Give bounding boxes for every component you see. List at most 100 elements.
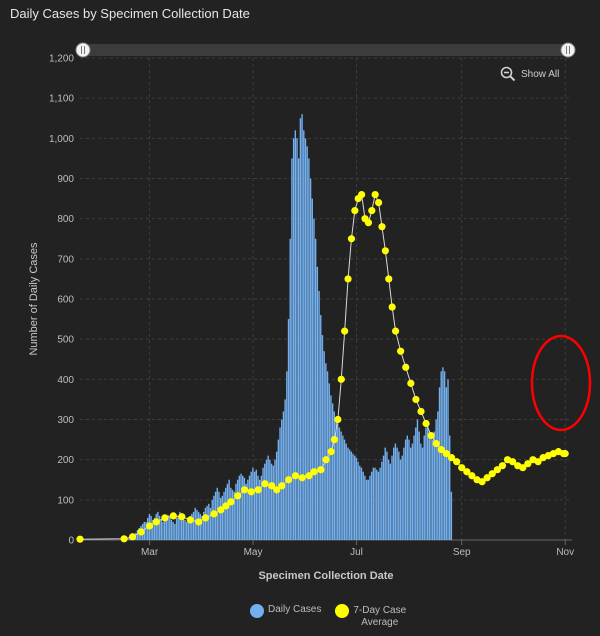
seven-day-average-point xyxy=(417,407,425,416)
daily-cases-bar xyxy=(264,463,266,540)
daily-cases-bar xyxy=(364,475,366,540)
daily-cases-bar xyxy=(182,517,185,540)
seven-day-average-point xyxy=(463,468,471,476)
legend-label-7day-line1: 7-Day Case xyxy=(353,605,407,616)
y-tick-label: 0 xyxy=(68,536,74,547)
seven-day-average-point xyxy=(169,512,177,520)
daily-cases-bar xyxy=(309,178,312,540)
daily-cases-bar xyxy=(136,529,139,540)
seven-day-average-point xyxy=(261,480,269,488)
daily-cases-bar xyxy=(321,335,324,540)
daily-cases-bar xyxy=(318,290,320,540)
range-slider-handle-right[interactable] xyxy=(560,42,576,58)
daily-cases-bar xyxy=(286,371,288,540)
daily-cases-bar xyxy=(428,431,431,540)
seven-day-average-point xyxy=(432,440,440,448)
daily-cases-bar xyxy=(294,130,297,541)
legend-label-7day-average: 7-Day Case Average xyxy=(353,605,406,629)
seven-day-average-point xyxy=(120,535,128,543)
seven-day-average-point xyxy=(524,460,532,468)
daily-cases-bar xyxy=(289,238,291,540)
seven-day-average-point xyxy=(201,514,210,522)
seven-day-average-point xyxy=(227,498,235,506)
daily-cases-bar xyxy=(398,451,400,540)
x-tick-label: Sep xyxy=(453,547,471,558)
daily-cases-bar xyxy=(270,463,273,540)
daily-cases-bar xyxy=(450,491,453,540)
daily-cases-bar xyxy=(362,471,364,540)
daily-cases-bar xyxy=(157,511,159,540)
seven-day-average-point xyxy=(397,347,405,355)
daily-cases-bar xyxy=(401,455,403,540)
daily-cases-bar xyxy=(206,505,208,540)
legend-item-daily-cases[interactable]: Daily Cases xyxy=(250,604,321,629)
seven-day-average-point xyxy=(509,458,517,466)
daily-cases-bar xyxy=(352,453,354,540)
annotation-ellipse xyxy=(530,334,592,432)
daily-cases-bar xyxy=(326,371,329,540)
daily-cases-bar xyxy=(311,198,313,541)
daily-cases-bar xyxy=(218,491,220,540)
y-tick-label: 100 xyxy=(57,495,74,506)
daily-cases-bar xyxy=(221,495,224,540)
daily-cases-bar xyxy=(226,483,229,540)
daily-cases-bar xyxy=(172,521,174,540)
x-tick-label: Nov xyxy=(556,547,574,558)
daily-cases-bar xyxy=(435,419,437,540)
daily-cases-bar xyxy=(213,495,215,540)
daily-cases-bar xyxy=(269,459,271,540)
legend-item-7day-average[interactable]: 7-Day Case Average xyxy=(335,604,406,629)
daily-cases-bar xyxy=(299,118,302,540)
daily-cases-bar xyxy=(357,461,359,540)
daily-cases-bar xyxy=(252,467,254,540)
daily-cases-bar xyxy=(426,423,429,540)
daily-cases-bar xyxy=(160,519,162,540)
seven-day-average-point xyxy=(493,466,501,474)
seven-day-average-point xyxy=(145,522,154,530)
y-tick-label: 1,100 xyxy=(49,94,74,105)
y-tick-label: 600 xyxy=(57,295,74,306)
daily-cases-bar xyxy=(250,471,252,540)
daily-cases-bar xyxy=(437,411,439,540)
daily-cases-bar xyxy=(343,439,346,540)
daily-cases-bar xyxy=(323,351,325,540)
daily-cases-bar xyxy=(281,419,283,540)
y-tick-label: 400 xyxy=(57,375,74,386)
seven-day-average-point xyxy=(381,247,389,255)
range-slider-handle-left[interactable] xyxy=(75,42,91,58)
seven-day-average-point xyxy=(412,395,420,404)
seven-day-average-point xyxy=(407,379,415,387)
daily-cases-bar xyxy=(372,467,375,540)
daily-cases-bar xyxy=(257,475,259,540)
show-all-button[interactable]: Show All xyxy=(500,66,559,82)
seven-day-average-point xyxy=(195,518,203,526)
daily-cases-bar xyxy=(235,483,237,540)
daily-cases-bar xyxy=(445,387,448,540)
seven-day-average-point xyxy=(468,472,476,480)
seven-day-average-point xyxy=(483,474,491,482)
daily-cases-bar xyxy=(170,519,173,540)
daily-cases-bar xyxy=(396,447,398,540)
seven-day-average-point xyxy=(128,533,137,541)
daily-cases-bar xyxy=(342,435,344,540)
daily-cases-bar xyxy=(365,479,368,540)
daily-cases-bar xyxy=(379,467,381,540)
daily-cases-bar xyxy=(242,475,244,540)
chart-title: Daily Cases by Specimen Collection Date xyxy=(10,6,250,21)
daily-cases-bar xyxy=(248,475,251,540)
daily-cases-bar xyxy=(340,431,342,540)
daily-cases-bar xyxy=(258,479,261,540)
seven-day-average-point xyxy=(178,513,186,521)
daily-cases-bar xyxy=(374,467,376,540)
daily-cases-bar xyxy=(416,419,419,540)
daily-cases-bar xyxy=(399,459,402,540)
daily-cases-bar xyxy=(236,479,239,540)
daily-cases-bar xyxy=(301,114,303,540)
daily-cases-bar xyxy=(174,523,176,540)
seven-day-average-point xyxy=(371,190,379,199)
daily-cases-bar xyxy=(175,517,178,540)
daily-cases-bar xyxy=(203,511,205,540)
daily-cases-bar xyxy=(194,507,196,540)
seven-day-average-point xyxy=(186,516,194,524)
daily-cases-bar xyxy=(338,427,341,540)
